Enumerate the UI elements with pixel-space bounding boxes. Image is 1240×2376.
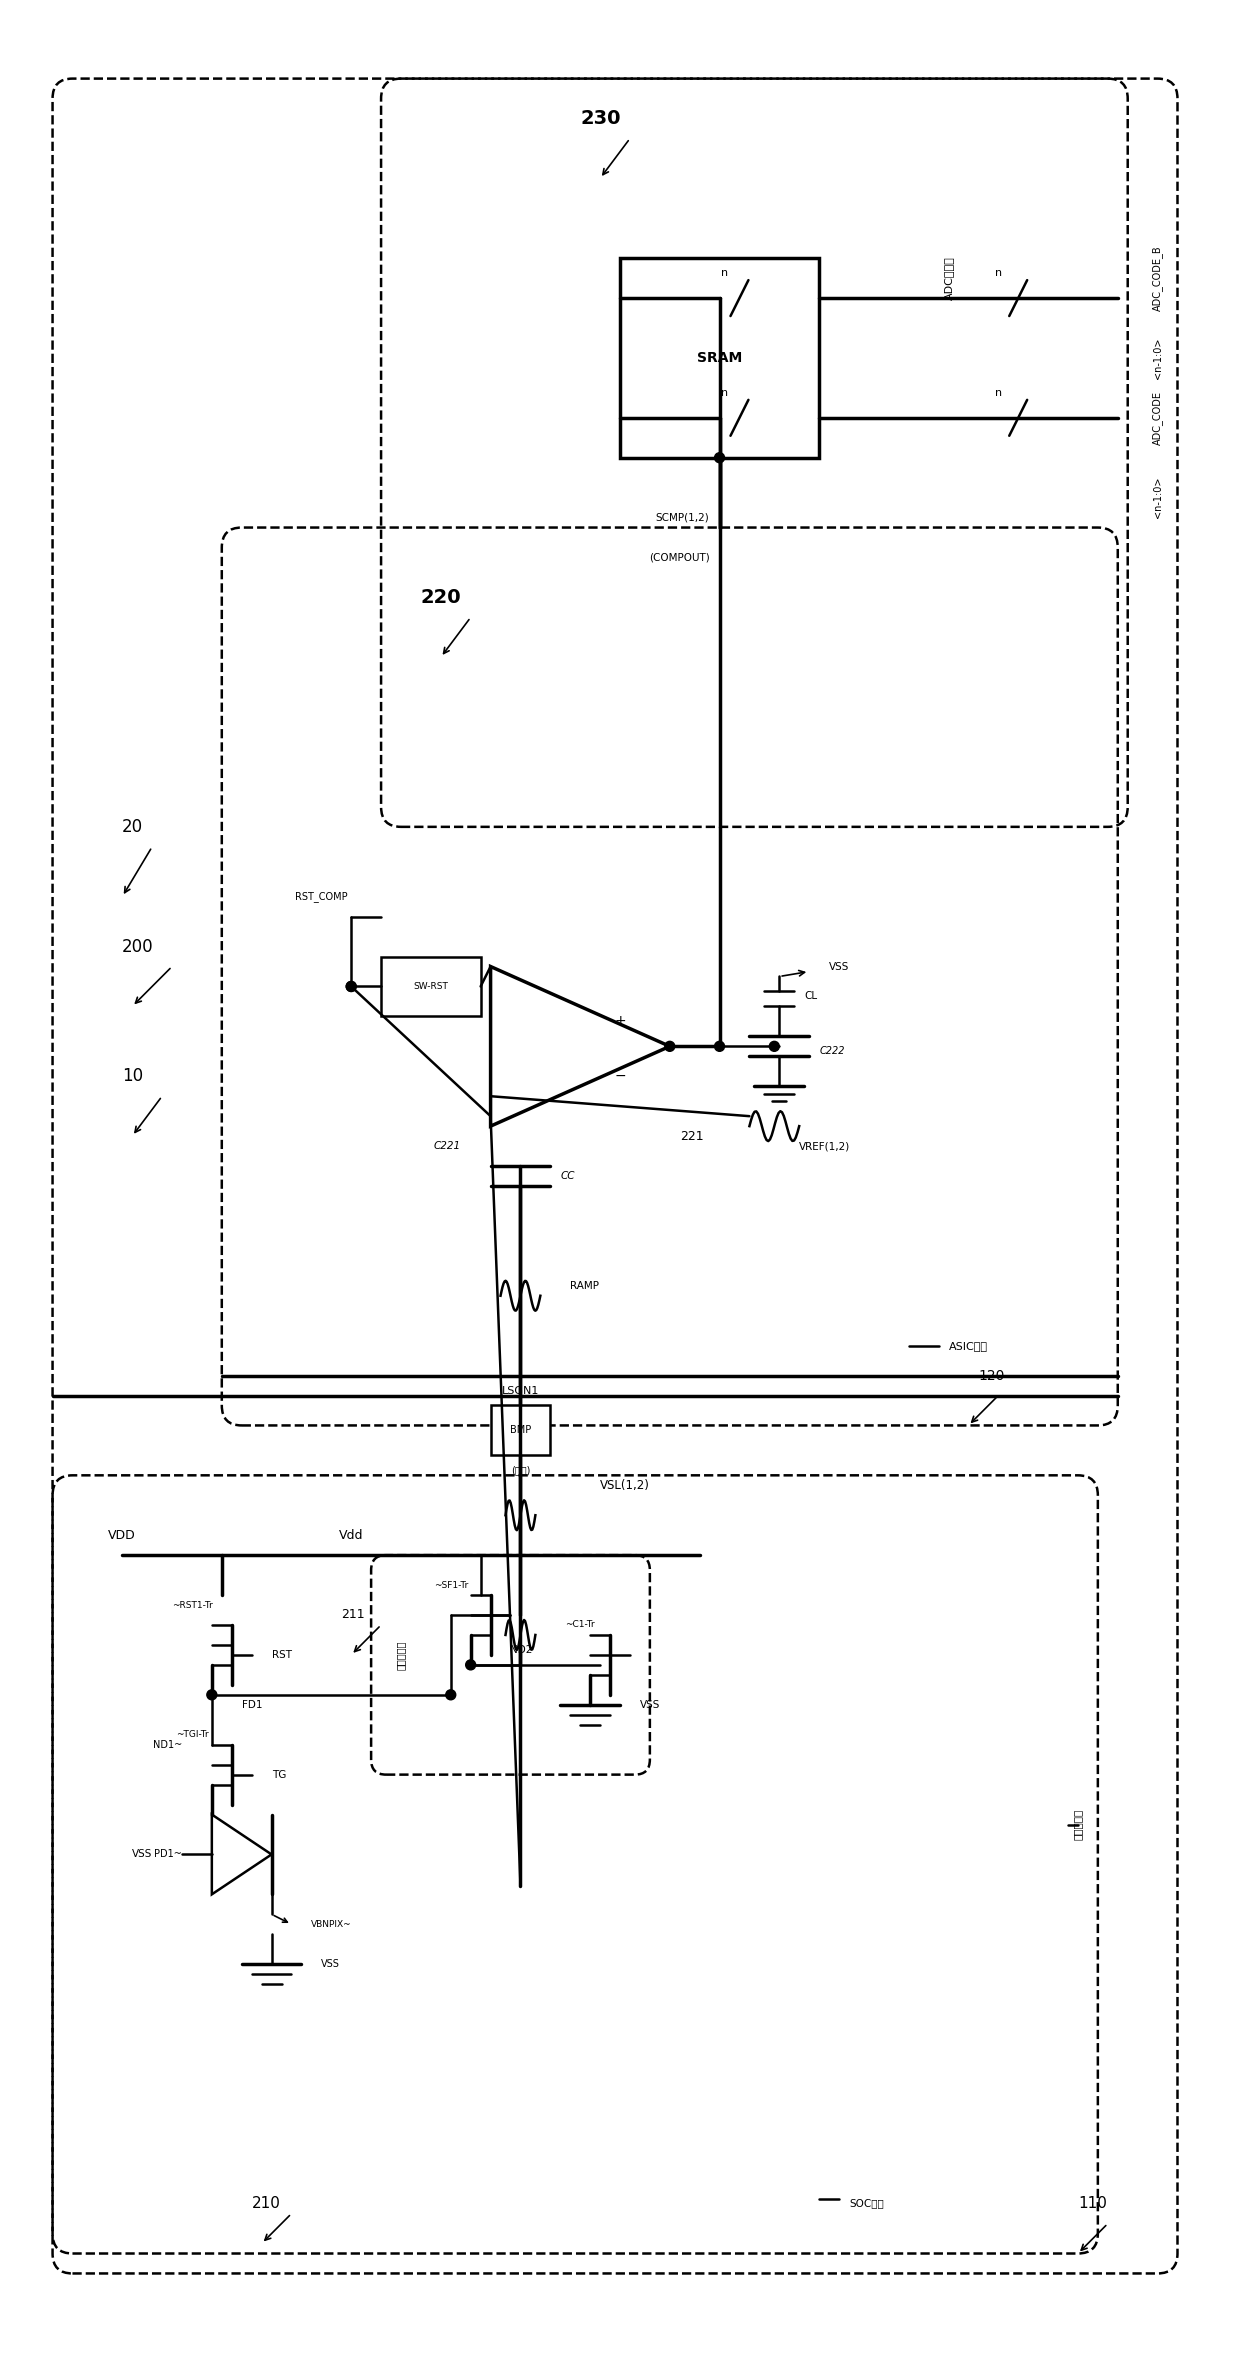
Text: CL: CL [805, 991, 817, 1000]
Text: n: n [994, 387, 1002, 397]
Text: 10: 10 [123, 1067, 144, 1086]
Text: RST_COMP: RST_COMP [295, 891, 347, 903]
Text: 221: 221 [680, 1129, 703, 1143]
Text: VSL(1,2): VSL(1,2) [600, 1478, 650, 1492]
Text: BMP: BMP [510, 1426, 531, 1435]
Circle shape [714, 1041, 724, 1050]
Text: ~C1-Tr: ~C1-Tr [565, 1620, 595, 1630]
Circle shape [446, 1689, 456, 1699]
Text: (COMPOUT): (COMPOUT) [649, 554, 709, 563]
Bar [381, 958, 481, 1017]
Text: 输出缓冲部: 输出缓冲部 [396, 1639, 405, 1670]
Text: −: − [614, 1069, 626, 1083]
Text: ADC_CODE: ADC_CODE [1152, 390, 1163, 444]
Text: <n-1:0>: <n-1:0> [1153, 337, 1163, 378]
Bar [620, 259, 820, 459]
Text: n: n [720, 268, 728, 278]
Text: ADC_CODE_B: ADC_CODE_B [1152, 245, 1163, 311]
Circle shape [714, 454, 724, 463]
Text: (凸块): (凸块) [511, 1466, 531, 1475]
Text: 110: 110 [1078, 2195, 1107, 2212]
Text: VSS: VSS [640, 1699, 660, 1711]
Bar [491, 1407, 551, 1456]
Text: +: + [614, 1015, 626, 1029]
Text: 200: 200 [123, 939, 154, 955]
Text: TG: TG [272, 1770, 286, 1780]
Circle shape [769, 1041, 779, 1050]
Text: VREF(1,2): VREF(1,2) [800, 1140, 851, 1150]
Text: n: n [994, 268, 1002, 278]
Circle shape [207, 1689, 217, 1699]
Text: 230: 230 [580, 109, 621, 128]
Text: 120: 120 [978, 1369, 1004, 1383]
Text: VBNPIX~: VBNPIX~ [311, 1920, 352, 1929]
Circle shape [346, 981, 356, 991]
Text: CC: CC [560, 1171, 575, 1181]
Text: ASIC像素: ASIC像素 [949, 1340, 987, 1350]
Text: 220: 220 [420, 587, 461, 606]
Text: ~RST1-Tr: ~RST1-Tr [171, 1601, 212, 1609]
Text: C221: C221 [434, 1140, 461, 1150]
Text: <n-1:0>: <n-1:0> [1153, 478, 1163, 518]
Text: ADC存储器: ADC存储器 [944, 257, 954, 299]
Text: RAMP: RAMP [570, 1281, 599, 1290]
Text: VSS: VSS [830, 962, 849, 972]
Text: C222: C222 [820, 1045, 844, 1057]
Text: n: n [720, 387, 728, 397]
Text: ~TGI-Tr: ~TGI-Tr [176, 1730, 208, 1739]
Text: VDD: VDD [108, 1528, 136, 1542]
Text: ND2: ND2 [511, 1644, 533, 1656]
Text: 20: 20 [123, 817, 144, 836]
Text: 210: 210 [252, 2195, 280, 2212]
Text: LSGN1: LSGN1 [502, 1385, 539, 1395]
Text: ND1~: ND1~ [153, 1739, 182, 1749]
Text: 211: 211 [341, 1609, 365, 1620]
Circle shape [665, 1041, 675, 1050]
Text: 光电转换部: 光电转换部 [1073, 1808, 1083, 1839]
Text: SOC像素: SOC像素 [849, 2198, 884, 2210]
Text: VSS: VSS [131, 1849, 153, 1860]
Text: SRAM: SRAM [697, 352, 743, 366]
Text: VSS: VSS [321, 1960, 340, 1970]
Text: Vdd: Vdd [339, 1528, 363, 1542]
Text: SCMP(1,2): SCMP(1,2) [656, 513, 709, 523]
Text: SW-RST: SW-RST [413, 981, 449, 991]
Text: PD1~: PD1~ [154, 1849, 182, 1860]
Circle shape [466, 1661, 476, 1670]
Circle shape [346, 981, 356, 991]
Text: RST: RST [272, 1649, 291, 1661]
Text: ~SF1-Tr: ~SF1-Tr [434, 1580, 467, 1590]
Text: FD1: FD1 [242, 1699, 262, 1711]
